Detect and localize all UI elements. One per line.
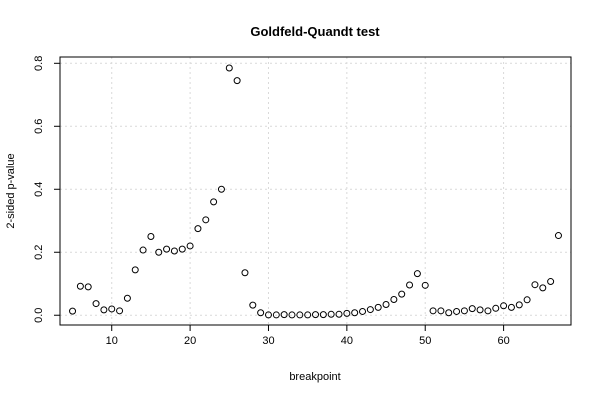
data-point — [398, 290, 406, 298]
data-point — [170, 247, 178, 255]
data-point — [413, 270, 421, 278]
data-point — [194, 225, 202, 233]
data-point — [531, 281, 539, 289]
data-point — [123, 294, 131, 302]
data-point — [484, 307, 492, 315]
chart-title: Goldfeld-Quandt test — [250, 24, 380, 39]
data-point — [437, 307, 445, 315]
data-point — [76, 282, 84, 290]
data-point — [131, 266, 139, 274]
data-point — [382, 301, 390, 309]
data-point — [304, 311, 312, 319]
x-tick-label: 30 — [262, 335, 274, 347]
data-point — [233, 77, 241, 85]
data-point — [147, 233, 155, 241]
y-tick-label: 0.0 — [33, 308, 45, 323]
x-axis: 10 20 30 40 50 60 — [106, 325, 510, 347]
x-tick-label: 50 — [419, 335, 431, 347]
data-point — [366, 306, 374, 314]
data-point — [390, 295, 398, 303]
data-point — [100, 306, 108, 314]
data-point — [217, 185, 225, 193]
data-point — [202, 216, 210, 224]
data-point — [453, 307, 461, 315]
data-point — [374, 303, 382, 311]
data-point — [210, 198, 218, 206]
data-points — [69, 64, 562, 319]
data-point — [186, 242, 194, 250]
y-tick-label: 0.2 — [33, 245, 45, 260]
data-point — [547, 278, 555, 286]
y-axis: 0.0 0.2 0.4 0.6 0.8 — [33, 56, 60, 323]
data-point — [500, 302, 508, 310]
data-point — [139, 246, 147, 254]
data-point — [539, 284, 547, 292]
data-point — [163, 245, 171, 253]
x-tick-label: 60 — [497, 335, 509, 347]
data-point — [249, 301, 257, 309]
data-point — [327, 310, 335, 318]
y-tick-label: 0.8 — [33, 56, 45, 71]
plot-frame — [59, 56, 572, 326]
data-point — [288, 311, 296, 319]
data-point — [108, 305, 116, 313]
data-point — [343, 309, 351, 317]
y-tick-label: 0.4 — [33, 182, 45, 197]
data-point — [460, 307, 468, 315]
x-axis-label: breakpoint — [289, 371, 340, 383]
data-point — [69, 307, 77, 315]
y-axis-label: 2-sided p-value — [5, 153, 17, 228]
data-point — [468, 305, 476, 313]
data-point — [116, 307, 124, 315]
y-tick-label: 0.6 — [33, 119, 45, 134]
data-point — [280, 311, 288, 319]
data-point — [351, 309, 359, 317]
x-tick-label: 40 — [341, 335, 353, 347]
data-point — [296, 311, 304, 319]
data-point — [225, 64, 233, 72]
data-point — [406, 281, 414, 289]
data-point — [507, 303, 515, 311]
data-point — [319, 311, 327, 319]
data-point — [359, 307, 367, 315]
data-point — [312, 311, 319, 319]
data-point — [554, 232, 562, 240]
data-point — [92, 300, 100, 308]
data-point — [257, 309, 265, 317]
x-tick-label: 10 — [106, 335, 118, 347]
data-point — [429, 307, 437, 315]
data-point — [492, 304, 500, 312]
data-point — [241, 269, 249, 277]
data-point — [421, 281, 429, 289]
data-point — [476, 306, 484, 314]
data-point — [264, 311, 272, 319]
grid — [60, 57, 571, 325]
data-point — [84, 283, 92, 291]
data-point — [155, 248, 163, 256]
data-point — [335, 310, 343, 318]
data-point — [523, 296, 531, 304]
data-point — [178, 245, 186, 253]
data-point — [515, 301, 523, 309]
x-tick-label: 20 — [184, 335, 196, 347]
data-point — [445, 309, 453, 317]
data-point — [272, 311, 280, 319]
